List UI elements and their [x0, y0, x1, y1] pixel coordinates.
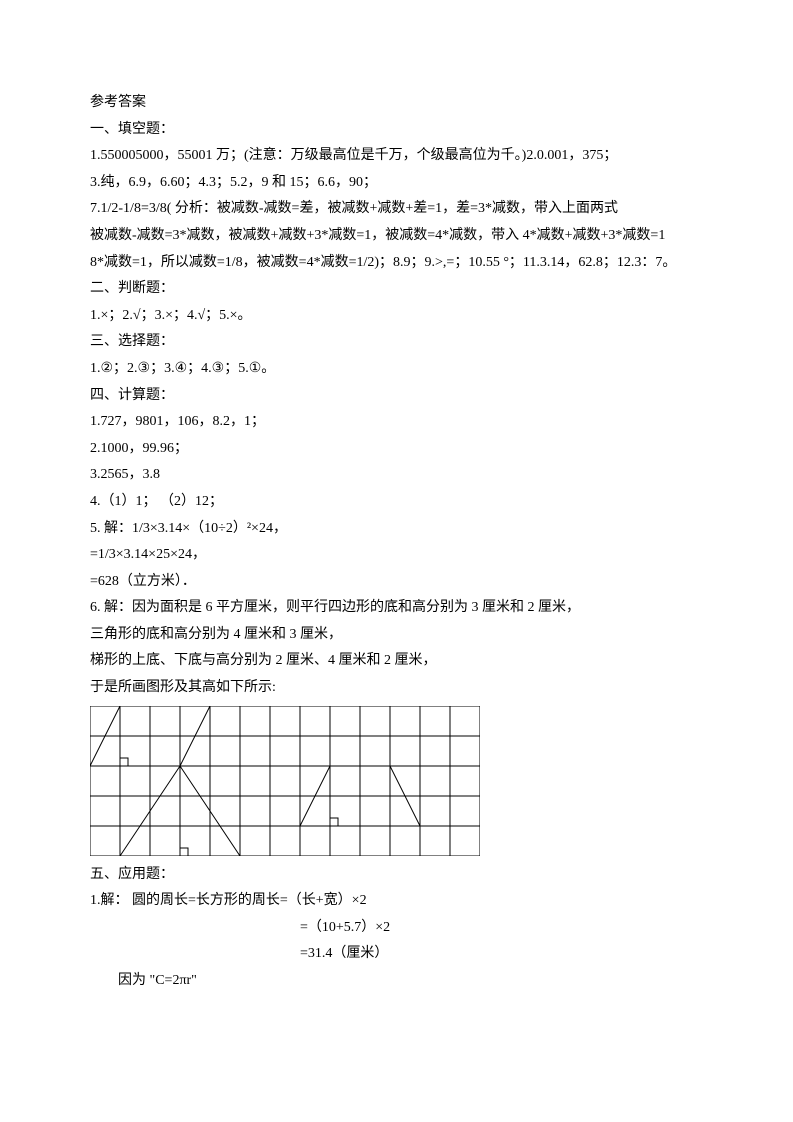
section-4-line: 2.1000，99.96； [90, 436, 703, 463]
section-4-line: 1.727，9801，106，8.2，1； [90, 409, 703, 436]
section-1-line: 8*减数=1，所以减数=1/8，被减数=4*减数=1/2)；8.9；9.>,=；… [90, 250, 703, 277]
section-4-line: =628（立方米）． [90, 569, 703, 596]
section-4-line: 4.（1）1； （2）12； [90, 489, 703, 516]
section-5-line: 因为 "C=2πr" [90, 968, 703, 995]
section-4-heading: 四、计算题： [90, 383, 703, 410]
section-5-line: =31.4（厘米） [90, 941, 703, 968]
section-4-line: 三角形的底和高分别为 4 厘米和 3 厘米， [90, 622, 703, 649]
section-5-line: =（10+5.7）×2 [90, 915, 703, 942]
section-4-line: 3.2565，3.8 [90, 462, 703, 489]
section-4-line: 梯形的上底、下底与高分别为 2 厘米、4 厘米和 2 厘米， [90, 648, 703, 675]
section-4-line: 于是所画图形及其高如下所示: [90, 675, 703, 702]
section-1-line: 1.550005000，55001 万；(注意：万级最高位是千万，个级最高位为千… [90, 143, 703, 170]
section-1-line: 7.1/2-1/8=3/8( 分析：被减数-减数=差，被减数+减数+差=1，差=… [90, 196, 703, 223]
section-4-line: =1/3×3.14×25×24， [90, 542, 703, 569]
section-5-line: 1.解： 圆的周长=长方形的周长=（长+宽）×2 [90, 888, 703, 915]
section-4-line: 6. 解：因为面积是 6 平方厘米，则平行四边形的底和高分别为 3 厘米和 2 … [90, 595, 703, 622]
title: 参考答案 [90, 90, 703, 117]
page: 参考答案 一、填空题： 1.550005000，55001 万；(注意：万级最高… [0, 0, 793, 995]
section-3-heading: 三、选择题： [90, 329, 703, 356]
section-1-line: 3.纯，6.9，6.60；4.3；5.2，9 和 15；6.6，90； [90, 170, 703, 197]
section-4-line: 5. 解：1/3×3.14×（10÷2）²×24， [90, 516, 703, 543]
section-2-line: 1.×；2.√；3.×；4.√；5.×。 [90, 303, 703, 330]
section-3-line: 1.②；2.③；3.④；4.③；5.①。 [90, 356, 703, 383]
section-1-line: 被减数-减数=3*减数，被减数+减数+3*减数=1，被减数=4*减数，带入 4*… [90, 223, 703, 250]
section-1-heading: 一、填空题： [90, 117, 703, 144]
geometry-grid [90, 706, 480, 856]
section-5-heading: 五、应用题： [90, 862, 703, 889]
section-2-heading: 二、判断题： [90, 276, 703, 303]
